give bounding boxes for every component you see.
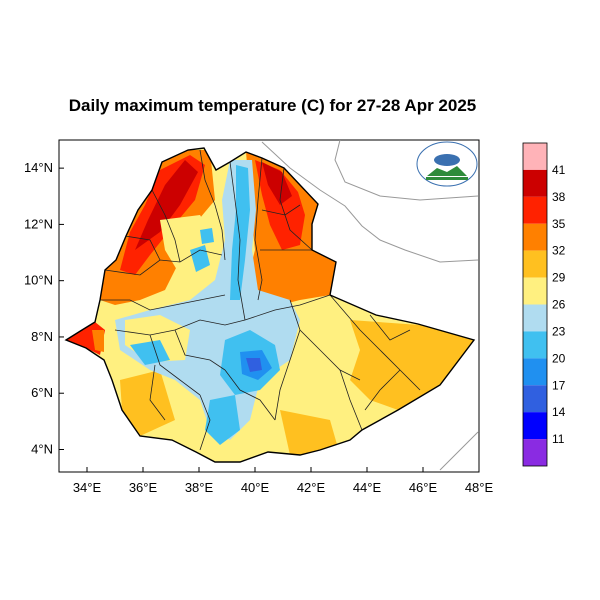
zone-boundaries [100, 149, 421, 451]
colorbar-label: 20 [552, 351, 566, 365]
lat-tick-label: 4°N [31, 441, 53, 456]
lon-tick-label: 48°E [465, 480, 494, 495]
colorbar-swatch [523, 412, 547, 440]
colorbar: 41 38 35 32 29 26 23 20 17 14 11 [522, 142, 566, 467]
institute-logo [416, 141, 478, 187]
coastlines [261, 139, 479, 471]
colorbar-swatch [523, 169, 547, 197]
lon-tick-label: 38°E [185, 480, 214, 495]
colorbar-label: 11 [552, 432, 565, 446]
lat-tick-label: 6°N [31, 385, 53, 400]
latitude-axis: 14°N 12°N 10°N 8°N 6°N 4°N [24, 160, 64, 456]
lat-tick-label: 8°N [31, 329, 53, 344]
colorbar-label: 41 [552, 163, 566, 177]
colorbar-label: 38 [552, 190, 566, 204]
colorbar-swatch [523, 385, 547, 413]
colorbar-label: 26 [552, 298, 566, 312]
colorbar-label: 17 [552, 378, 566, 392]
colorbar-swatch [523, 250, 547, 278]
lat-tick-label: 12°N [24, 216, 53, 231]
country-border [64, 147, 476, 463]
longitude-axis: 34°E 36°E 38°E 40°E 42°E 44°E 46°E 48°E [73, 467, 494, 495]
map-title: Daily maximum temperature (C) for 27-28 … [68, 96, 477, 115]
colorbar-label: 29 [552, 271, 566, 285]
colorbar-swatch [523, 143, 547, 170]
lon-tick-label: 46°E [409, 480, 438, 495]
lon-tick-label: 44°E [353, 480, 382, 495]
lon-tick-label: 40°E [241, 480, 270, 495]
lat-tick-label: 10°N [24, 273, 53, 288]
lon-tick-label: 42°E [297, 480, 326, 495]
colorbar-swatch [523, 439, 547, 466]
colorbar-border [522, 142, 548, 467]
lon-tick-label: 34°E [73, 480, 102, 495]
lat-tick-label: 14°N [24, 160, 53, 175]
colorbar-swatch [523, 304, 547, 332]
colorbar-swatch [523, 223, 547, 251]
colorbar-label: 23 [552, 324, 566, 338]
colorbar-label: 14 [552, 405, 566, 419]
colorbar-swatch [523, 277, 547, 305]
colorbar-swatch [523, 196, 547, 224]
colorbar-label: 35 [552, 217, 566, 231]
colorbar-swatch [523, 358, 547, 386]
colorbar-label: 32 [552, 244, 566, 258]
colorbar-swatch [523, 331, 547, 359]
lon-tick-label: 36°E [129, 480, 158, 495]
